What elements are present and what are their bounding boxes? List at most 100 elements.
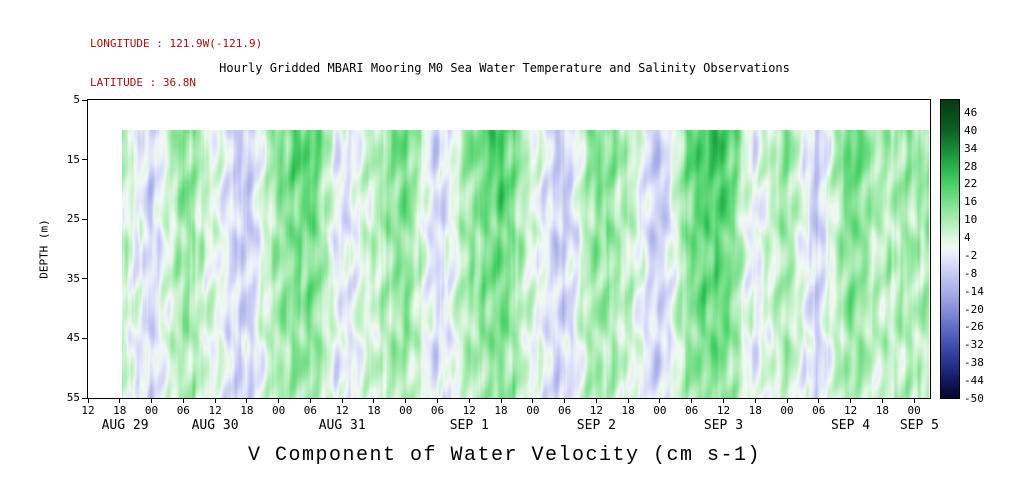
colorbar-tick-label: -20: [964, 302, 984, 316]
x-tick-label: 00: [526, 404, 540, 417]
x-tick-label: 06: [685, 404, 699, 417]
y-tick-label: 35: [66, 271, 80, 285]
latitude-label: LATITUDE : 36.8N: [90, 76, 196, 89]
colorbar-canvas: [941, 100, 959, 398]
x-tick-label: 00: [272, 404, 286, 417]
date-label: AUG 29: [101, 418, 149, 433]
x-tickmark: [405, 399, 407, 403]
y-tickmark: [82, 218, 87, 220]
plot-title: Hourly Gridded MBARI Mooring M0 Sea Wate…: [219, 61, 790, 75]
colorbar-tick-label: -2: [964, 248, 978, 262]
x-tickmark: [182, 399, 184, 403]
x-tick-label: 18: [240, 404, 254, 417]
x-tick-label: 06: [557, 404, 572, 417]
y-tick-label: 5: [73, 93, 80, 106]
colorbar-tick-label: 4: [964, 231, 971, 245]
colorbar-tick-label: 40: [964, 123, 978, 137]
x-tickmark: [595, 399, 597, 403]
colorbar-tick-label: -8: [964, 266, 978, 280]
x-tick-label: 12: [462, 404, 476, 417]
colorbar-frame: [940, 99, 960, 399]
x-tickmark: [659, 399, 661, 403]
x-tick-label: 18: [494, 404, 508, 417]
x-tick-label: 12: [843, 404, 858, 417]
x-tick-label: 12: [589, 404, 603, 417]
y-tickmark: [82, 99, 87, 101]
x-tickmark: [818, 399, 820, 403]
x-tickmark: [119, 399, 121, 403]
x-tickmark: [246, 399, 248, 403]
x-tickmark: [913, 399, 915, 403]
colorbar-tick-label: 46: [964, 105, 978, 119]
x-tickmark: [627, 399, 629, 403]
x-tickmark: [754, 399, 756, 403]
colorbar-tick-label: -38: [964, 356, 984, 370]
colorbar-tick-label: 10: [964, 213, 978, 227]
x-tick-label: 12: [81, 404, 95, 417]
y-tickmark: [82, 159, 87, 161]
colorbar-tick-label: 34: [964, 141, 978, 155]
colorbar-tick-label: -50: [964, 392, 984, 405]
x-tick-label: 00: [780, 404, 794, 417]
date-label: SEP 4: [830, 418, 871, 433]
colorbar-tick-label: -26: [964, 320, 984, 334]
x-tickmark: [214, 399, 216, 403]
x-tickmark: [500, 399, 502, 403]
x-tick-label: 00: [144, 404, 159, 417]
x-tickmark: [278, 399, 280, 403]
colorbar-tick-label: 16: [964, 195, 978, 209]
y-axis-label: DEPTH (m): [37, 219, 51, 279]
x-tick-label: 18: [621, 404, 635, 417]
y-tickmark: [82, 397, 87, 399]
x-tick-label: 06: [303, 404, 318, 417]
y-tick-label: 45: [66, 331, 80, 345]
date-label: AUG 30: [191, 418, 239, 433]
x-tick-label: 18: [748, 404, 762, 417]
x-tickmark: [468, 399, 470, 403]
y-tick-label: 15: [66, 152, 80, 166]
x-tickmark: [309, 399, 311, 403]
x-tickmark: [691, 399, 693, 403]
heatmap-canvas: [122, 130, 929, 398]
date-label: SEP 1: [449, 418, 489, 433]
x-tickmark: [786, 399, 788, 403]
x-tickmark: [722, 399, 724, 403]
x-tick-label: 06: [812, 404, 826, 417]
x-tick-label: 12: [335, 404, 349, 417]
colorbar-tick-label: 22: [964, 177, 978, 191]
x-tickmark: [532, 399, 534, 403]
date-label: SEP 2: [576, 418, 616, 433]
x-tick-label: 18: [113, 404, 127, 417]
x-tick-label: 06: [430, 404, 445, 417]
x-tick-label: 00: [907, 404, 921, 417]
x-tickmark: [151, 399, 153, 403]
x-tick-label: 00: [653, 404, 667, 417]
x-tickmark: [87, 399, 89, 403]
x-tickmark: [850, 399, 852, 403]
x-tick-label: 12: [208, 404, 222, 417]
colorbar-tick-label: -44: [964, 374, 984, 388]
date-label: SEP 5: [899, 418, 939, 433]
x-axis-title: V Component of Water Velocity (cm s-1): [247, 444, 762, 467]
y-tickmark: [82, 337, 87, 339]
x-tickmark: [437, 399, 438, 403]
x-tick-label: 06: [176, 404, 190, 417]
x-tickmark: [564, 399, 566, 403]
x-tickmark: [373, 399, 375, 403]
x-tick-label: 12: [716, 404, 731, 417]
colorbar-tick-label: -14: [964, 284, 984, 298]
colorbar-tick-label: 28: [964, 159, 978, 173]
y-tick-label: 25: [66, 212, 80, 226]
x-tickmark: [881, 399, 883, 403]
date-label: AUG 31: [318, 418, 366, 433]
y-tickmark: [82, 278, 87, 280]
x-tick-label: 00: [399, 404, 413, 417]
colorbar-tick-label: -32: [964, 338, 984, 352]
x-tickmark: [341, 399, 343, 403]
date-label: SEP 3: [703, 418, 744, 433]
longitude-label: LONGITUDE : 121.9W(-121.9): [90, 37, 263, 50]
x-tick-label: 18: [367, 404, 381, 417]
y-tick-label: 55: [66, 391, 80, 404]
x-tick-label: 18: [875, 404, 889, 417]
